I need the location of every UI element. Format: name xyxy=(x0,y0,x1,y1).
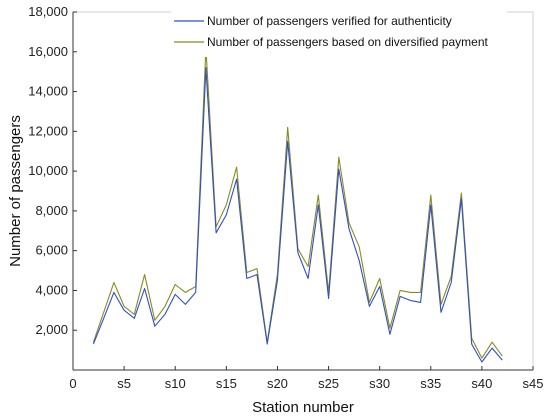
legend-box xyxy=(171,11,507,57)
x-tick-label: s25 xyxy=(318,376,339,391)
y-tick-label: 8,000 xyxy=(35,203,68,218)
axes: 0 s5 s10 s15 s20 s25 s30 s35 s40 s45 2,000 4,000 6,0… xyxy=(28,4,543,391)
series-layer xyxy=(92,47,503,363)
y-tick-label: 10,000 xyxy=(28,163,68,178)
y-tick-label: 14,000 xyxy=(28,84,68,99)
y-tick-label: 16,000 xyxy=(28,44,68,59)
x-tick-label: s45 xyxy=(523,376,544,391)
x-tick-label: s5 xyxy=(117,376,131,391)
x-axis-title: Station number xyxy=(252,399,354,416)
y-tick-label: 2,000 xyxy=(35,322,68,337)
plot-area xyxy=(72,11,534,371)
x-tick-label: s20 xyxy=(267,376,288,391)
y-tick-label: 6,000 xyxy=(35,243,68,258)
y-tick-label: 4,000 xyxy=(35,282,68,297)
x-tick-label: s15 xyxy=(216,376,237,391)
x-tick-label: s10 xyxy=(165,376,186,391)
series-line-authenticity xyxy=(92,67,503,363)
x-tick-label: 0 xyxy=(69,376,76,391)
legend: Number of passengers verified for authen… xyxy=(171,11,507,57)
legend-label-authenticity: Number of passengers verified for authen… xyxy=(207,14,452,28)
legend-label-diversified: Number of passengers based on diversifie… xyxy=(207,35,488,49)
y-tick-label: 12,000 xyxy=(28,123,68,138)
x-tick-label: s30 xyxy=(369,376,390,391)
x-tick-label: s35 xyxy=(420,376,441,391)
y-axis-title: Number of passengers xyxy=(7,115,24,267)
y-tick-label: 18,000 xyxy=(28,4,68,19)
x-tick-label: s40 xyxy=(471,376,492,391)
